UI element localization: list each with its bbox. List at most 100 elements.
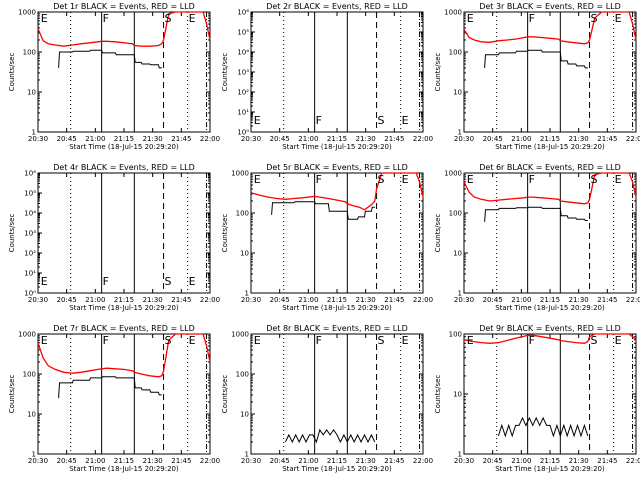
lld-series-line [463, 333, 637, 344]
y-tick-label: 100 [236, 210, 249, 218]
flag-label: E [41, 12, 48, 25]
y-axis-label: Counts/sec [8, 375, 16, 414]
y-tick-label: 1 [458, 129, 462, 137]
x-tick-label: 21:00 [511, 135, 531, 143]
y-tick-label: 10² [237, 89, 249, 97]
events-series-line [484, 206, 588, 222]
flag-label: E [615, 12, 622, 25]
y-tick-label: 100 [23, 49, 36, 57]
x-tick-label: 22:00 [626, 457, 640, 465]
x-axis-label: Start Time (18-Jul-15 20:29:20) [495, 143, 605, 151]
y-tick-label: 10⁵ [237, 29, 249, 37]
x-tick-label: 21:15 [114, 135, 134, 143]
flag-label: E [254, 173, 261, 186]
flag-label: E [615, 173, 622, 186]
panel-det-4: Det 4r BLACK = Events, RED = LLD 10⁰ 10¹ 10… [8, 163, 220, 312]
y-axis-label: Counts/sec [221, 375, 229, 414]
x-tick-label: 20:30 [28, 457, 48, 465]
x-tick-label: 20:45 [57, 457, 77, 465]
x-tick-label: 22:00 [200, 296, 220, 304]
x-tick-label: 20:30 [241, 296, 261, 304]
flag-label: S [165, 12, 172, 25]
flag-label: E [189, 12, 196, 25]
panel-det-1: Det 1r BLACK = Events, RED = LLD 1 10 100 10… [8, 2, 220, 151]
flag-label: F [103, 334, 109, 347]
x-axis-label: Start Time (18-Jul-15 20:29:20) [495, 465, 605, 473]
x-tick-label: 20:45 [483, 457, 503, 465]
x-tick-label: 21:00 [85, 296, 105, 304]
panel-det-9: Det 9r BLACK = Events, RED = LLD 1 10 100 20… [434, 324, 640, 473]
x-axis-label: Start Time (18-Jul-15 20:29:20) [495, 304, 605, 312]
plot-frame [250, 11, 424, 133]
y-tick-label: 10⁶ [24, 170, 36, 178]
x-tick-label: 21:00 [298, 457, 318, 465]
panel-title: Det 9r BLACK = Events, RED = LLD [479, 324, 621, 333]
x-tick-label: 20:30 [454, 296, 474, 304]
flag-label: E [254, 334, 261, 347]
x-tick-label: 21:30 [143, 457, 163, 465]
flag-label: S [378, 173, 385, 186]
x-axis-label: Start Time (18-Jul-15 20:29:20) [282, 465, 392, 473]
panel-title: Det 8r BLACK = Events, RED = LLD [266, 324, 408, 333]
y-tick-label: 10⁴ [24, 210, 36, 218]
x-tick-label: 22:00 [626, 135, 640, 143]
y-tick-label: 10 [240, 411, 249, 419]
x-tick-label: 20:45 [270, 135, 290, 143]
y-axis-label: Counts/sec [434, 214, 442, 253]
flag-label: F [529, 12, 535, 25]
flag-label: E [41, 275, 48, 288]
y-tick-label: 1 [245, 290, 249, 298]
x-tick-label: 21:15 [327, 135, 347, 143]
flag-label: F [316, 114, 322, 127]
lld-series-line [37, 333, 211, 378]
events-series-line [58, 376, 162, 399]
flag-label: E [189, 275, 196, 288]
panel-title: Det 3r BLACK = Events, RED = LLD [479, 2, 621, 11]
y-tick-label: 1000 [444, 9, 462, 17]
x-tick-label: 21:30 [356, 296, 376, 304]
flag-label: E [467, 12, 474, 25]
flag-label: S [591, 12, 598, 25]
lld-series-line [463, 172, 637, 205]
y-tick-label: 10⁴ [237, 49, 249, 57]
y-tick-label: 10 [453, 89, 462, 97]
plot-frame [250, 172, 424, 294]
panel-title: Det 4r BLACK = Events, RED = LLD [53, 163, 195, 172]
flag-label: E [615, 334, 622, 347]
flag-label: S [591, 173, 598, 186]
y-tick-label: 1 [458, 290, 462, 298]
x-axis-label: Start Time (18-Jul-15 20:29:20) [69, 304, 179, 312]
x-tick-label: 21:00 [511, 457, 531, 465]
panel-det-2: Det 2r BLACK = Events, RED = LLD 10⁰ 10¹ 10… [221, 2, 433, 151]
y-tick-label: 10⁰ [237, 129, 249, 137]
y-tick-label: 10 [453, 250, 462, 258]
y-tick-label: 10 [453, 391, 462, 399]
x-tick-label: 21:45 [597, 457, 617, 465]
x-tick-label: 21:45 [171, 135, 191, 143]
flag-label: F [316, 173, 322, 186]
flag-label: F [529, 173, 535, 186]
x-tick-label: 20:30 [28, 296, 48, 304]
x-tick-label: 22:00 [200, 135, 220, 143]
y-tick-label: 10³ [237, 69, 249, 77]
x-tick-label: 21:30 [143, 296, 163, 304]
y-tick-label: 10¹ [24, 270, 36, 278]
events-series-line [484, 49, 588, 69]
x-tick-label: 21:15 [327, 457, 347, 465]
x-tick-label: 21:00 [298, 135, 318, 143]
x-axis-label: Start Time (18-Jul-15 20:29:20) [282, 304, 392, 312]
panel-det-3: Det 3r BLACK = Events, RED = LLD 1 10 100 10… [434, 2, 640, 151]
x-axis-label: Start Time (18-Jul-15 20:29:20) [282, 143, 392, 151]
x-tick-label: 20:45 [270, 296, 290, 304]
flag-label: S [378, 114, 385, 127]
panel-title: Det 7r BLACK = Events, RED = LLD [53, 324, 195, 333]
x-tick-label: 20:45 [483, 296, 503, 304]
x-tick-label: 22:00 [200, 457, 220, 465]
x-tick-label: 21:15 [540, 135, 560, 143]
x-tick-label: 22:00 [626, 296, 640, 304]
panel-title: Det 1r BLACK = Events, RED = LLD [53, 2, 195, 11]
events-series-line [497, 416, 589, 438]
y-tick-label: 1000 [18, 9, 36, 17]
x-tick-label: 21:30 [356, 457, 376, 465]
y-axis-label: Counts/sec [8, 214, 16, 253]
